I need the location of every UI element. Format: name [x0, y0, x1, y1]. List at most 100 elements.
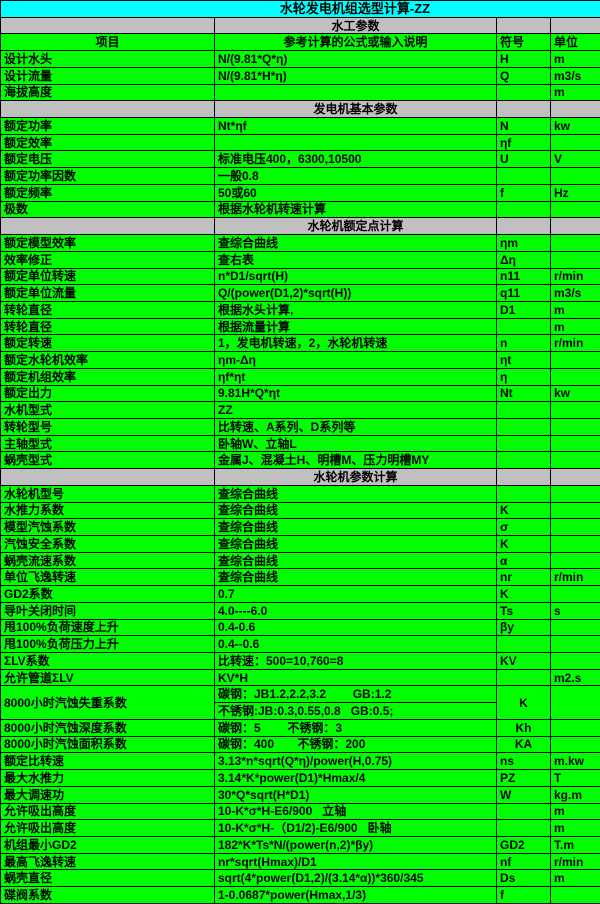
unit-cell[interactable]	[549, 434, 600, 453]
item-label-cell[interactable]: 海拔高度	[0, 83, 215, 102]
symbol-cell[interactable]: n	[496, 334, 551, 353]
item-label-cell[interactable]: 机组最小GD2	[0, 835, 215, 854]
formula-cell[interactable]: 30*Q*sqrt(H*D1)	[214, 785, 497, 804]
unit-cell[interactable]	[549, 133, 600, 152]
column-header-unit[interactable]: 单位	[549, 33, 600, 52]
unit-cell[interactable]: m	[549, 50, 600, 68]
section-spacer-cell[interactable]	[549, 100, 600, 119]
unit-cell[interactable]	[549, 735, 600, 754]
unit-cell[interactable]: r/min	[549, 568, 600, 587]
unit-cell[interactable]	[549, 501, 600, 520]
formula-cell[interactable]: n*D1/sqrt(H)	[214, 267, 497, 286]
item-label-cell[interactable]: 额定效率	[0, 133, 215, 152]
item-label-cell[interactable]: 额定转速	[0, 334, 215, 353]
formula-cell[interactable]: 1-0.0687*power(Hmax,1/3)	[214, 886, 497, 904]
formula-cell[interactable]: 查综合曲线	[214, 234, 497, 252]
formula-cell[interactable]: 根据水头计算,	[214, 300, 497, 319]
unit-cell[interactable]: T.m	[549, 835, 600, 854]
item-label-cell[interactable]: 额定频率	[0, 183, 215, 202]
formula-cell[interactable]: 0.4-0.6	[214, 618, 497, 637]
item-label-cell[interactable]: 设计水头	[0, 50, 215, 68]
symbol-cell[interactable]: Kh	[496, 718, 551, 737]
formula-cell[interactable]: 查右表	[214, 250, 497, 269]
formula-cell[interactable]: 10-K*σ*H-（D1/2)-E6/900 卧轴	[214, 819, 497, 837]
unit-cell[interactable]: T	[549, 769, 600, 787]
section-spacer-cell[interactable]	[0, 100, 215, 119]
symbol-cell[interactable]: D1	[496, 300, 551, 319]
item-label-cell[interactable]: 汽蚀安全系数	[0, 535, 215, 553]
symbol-cell[interactable]: K	[496, 501, 551, 520]
formula-cell[interactable]: 10-K*σ*H-E6/900 立轴	[214, 802, 497, 821]
formula-cell[interactable]: 碳钢：JB1.2,2.2,3.2 GB:1.2	[214, 685, 497, 704]
symbol-cell[interactable]: n11	[496, 267, 551, 286]
section-spacer-cell[interactable]	[549, 217, 600, 236]
unit-cell[interactable]: s	[549, 601, 600, 620]
section-spacer-cell[interactable]	[496, 468, 551, 486]
formula-cell[interactable]: 查综合曲线	[214, 568, 497, 587]
item-label-cell[interactable]: 额定单位转速	[0, 267, 215, 286]
symbol-cell[interactable]: KA	[496, 735, 551, 754]
item-label-cell[interactable]: 允许吸出高度	[0, 802, 215, 821]
item-label-cell[interactable]: 最大水推力	[0, 769, 215, 787]
symbol-cell[interactable]: βy	[496, 618, 551, 637]
item-label-cell[interactable]: 转轮直径	[0, 300, 215, 319]
formula-cell[interactable]: 3.13*n*sqrt(Q*η)/power(H,0.75)	[214, 752, 497, 771]
unit-cell[interactable]	[549, 685, 600, 720]
symbol-cell[interactable]: Nt	[496, 384, 551, 403]
item-label-cell[interactable]: 碟阀系数	[0, 886, 215, 904]
symbol-cell[interactable]	[496, 484, 551, 503]
section-spacer-cell[interactable]	[0, 468, 215, 486]
unit-cell[interactable]	[549, 401, 600, 419]
formula-cell[interactable]: 查综合曲线	[214, 551, 497, 570]
item-label-cell[interactable]: 允许吸出高度	[0, 819, 215, 837]
item-label-cell[interactable]: 转轮型号	[0, 417, 215, 436]
item-label-cell[interactable]: 额定模型效率	[0, 234, 215, 252]
unit-cell[interactable]: r/min	[549, 334, 600, 353]
unit-cell[interactable]	[549, 518, 600, 536]
unit-cell[interactable]	[549, 585, 600, 603]
unit-cell[interactable]: m	[549, 802, 600, 821]
formula-cell[interactable]: KV*H	[214, 668, 497, 687]
symbol-cell[interactable]: nf	[496, 852, 551, 871]
formula-cell[interactable]: 比转速：500=10,760=8	[214, 652, 497, 670]
symbol-cell[interactable]: U	[496, 150, 551, 169]
unit-cell[interactable]: m2.s	[549, 668, 600, 687]
symbol-cell[interactable]: H	[496, 50, 551, 68]
symbol-cell[interactable]	[496, 200, 551, 219]
section-header[interactable]: 水工参数	[214, 16, 497, 35]
unit-cell[interactable]	[549, 635, 600, 654]
item-label-cell[interactable]: 额定出力	[0, 384, 215, 403]
formula-cell[interactable]: Nt*ηf	[214, 117, 497, 135]
unit-cell[interactable]	[549, 886, 600, 904]
item-label-cell[interactable]: 8000小时汽蚀深度系数	[0, 718, 215, 737]
unit-cell[interactable]: r/min	[549, 852, 600, 871]
unit-cell[interactable]: m	[549, 317, 600, 336]
item-label-cell[interactable]: GD2系数	[0, 585, 215, 603]
formula-cell[interactable]: 金属J、混凝土H、明槽M、压力明槽MY	[214, 451, 497, 470]
formula-cell[interactable]: 碳钢：400 不锈钢：200	[214, 735, 497, 754]
item-label-cell[interactable]: 额定功率因数	[0, 167, 215, 185]
item-label-cell[interactable]: 允许管道ΣLV	[0, 668, 215, 687]
unit-cell[interactable]	[549, 551, 600, 570]
symbol-cell[interactable]: f	[496, 886, 551, 904]
formula-cell[interactable]: 根据水轮机转速计算	[214, 200, 497, 219]
item-label-cell[interactable]: 最大调速功	[0, 785, 215, 804]
item-label-cell[interactable]: 甩100%负荷速度上升	[0, 618, 215, 637]
symbol-cell[interactable]	[496, 317, 551, 336]
section-spacer-cell[interactable]	[496, 217, 551, 236]
column-header-symbol[interactable]: 符号	[496, 33, 551, 52]
item-label-cell[interactable]: 模型汽蚀系数	[0, 518, 215, 536]
item-label-cell[interactable]: 效率修正	[0, 250, 215, 269]
unit-cell[interactable]: r/min	[549, 267, 600, 286]
formula-cell[interactable]: N/(9.81*Q*η)	[214, 50, 497, 68]
symbol-cell[interactable]: f	[496, 183, 551, 202]
symbol-cell[interactable]: η	[496, 367, 551, 386]
unit-cell[interactable]: m	[549, 869, 600, 888]
unit-cell[interactable]: V	[549, 150, 600, 169]
symbol-cell[interactable]: W	[496, 785, 551, 804]
item-label-cell[interactable]: 转轮直径	[0, 317, 215, 336]
unit-cell[interactable]: kw	[549, 384, 600, 403]
item-label-cell[interactable]: 蜗壳直径	[0, 869, 215, 888]
symbol-cell[interactable]: ηt	[496, 351, 551, 369]
symbol-cell[interactable]	[496, 83, 551, 102]
